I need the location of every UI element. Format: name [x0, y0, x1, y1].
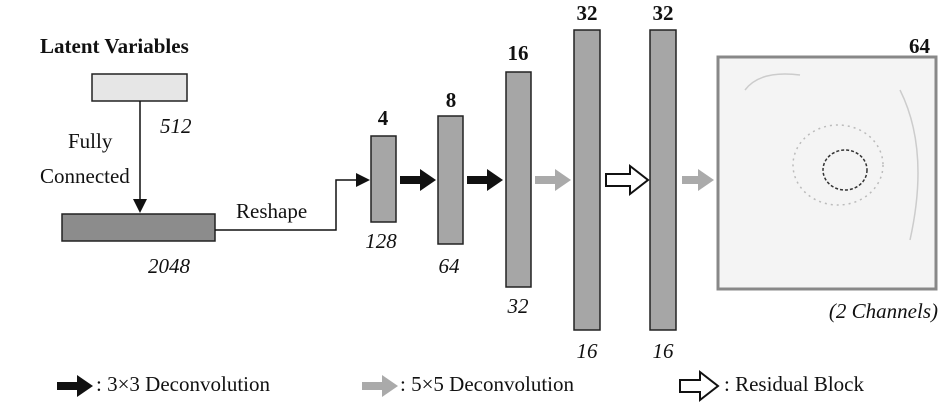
reshape-arrowhead	[356, 173, 370, 187]
legend-hollow-arrow	[680, 372, 718, 400]
fc-label: Connected	[40, 164, 130, 188]
layer-block	[371, 136, 396, 222]
layer-size: 64	[439, 254, 461, 278]
fc-size: 2048	[148, 254, 191, 278]
fc-label: Fully	[68, 129, 113, 153]
legend-black-arrow	[57, 375, 93, 397]
layer-size: 128	[365, 229, 397, 253]
diagram: Latent Variables 512 Fully Connected 204…	[0, 0, 947, 408]
deconv3-arrow	[400, 169, 436, 191]
residual-arrow	[606, 166, 648, 194]
legend-label: : Residual Block	[724, 372, 864, 396]
legend-label: : 5×5 Deconvolution	[400, 372, 574, 396]
layer-channels: 8	[446, 88, 457, 112]
output-image	[718, 57, 936, 289]
input-label: Latent Variables	[40, 34, 189, 58]
layer-block	[438, 116, 463, 244]
deconv3-arrow	[467, 169, 503, 191]
legend-label: : 3×3 Deconvolution	[96, 372, 270, 396]
fc-box	[62, 214, 215, 241]
layer-block	[574, 30, 600, 330]
layer-block	[650, 30, 676, 330]
deconv5-arrow	[535, 169, 571, 191]
layer-channels: 4	[378, 106, 389, 130]
output-size: 64	[909, 34, 931, 58]
reshape-label: Reshape	[236, 199, 307, 223]
deconv5-arrow	[682, 169, 714, 191]
input-size: 512	[160, 114, 192, 138]
layer-size: 32	[507, 294, 530, 318]
layer-channels: 32	[577, 1, 598, 25]
legend-gray-arrow	[362, 375, 398, 397]
layer-channels: 32	[653, 1, 674, 25]
layer-block	[506, 72, 531, 287]
layer-size: 16	[653, 339, 675, 363]
layer-channels: 16	[508, 41, 529, 65]
fc-arrowhead	[133, 199, 147, 213]
latent-box	[92, 74, 187, 101]
output-note: (2 Channels)	[829, 299, 938, 323]
layer-size: 16	[577, 339, 599, 363]
